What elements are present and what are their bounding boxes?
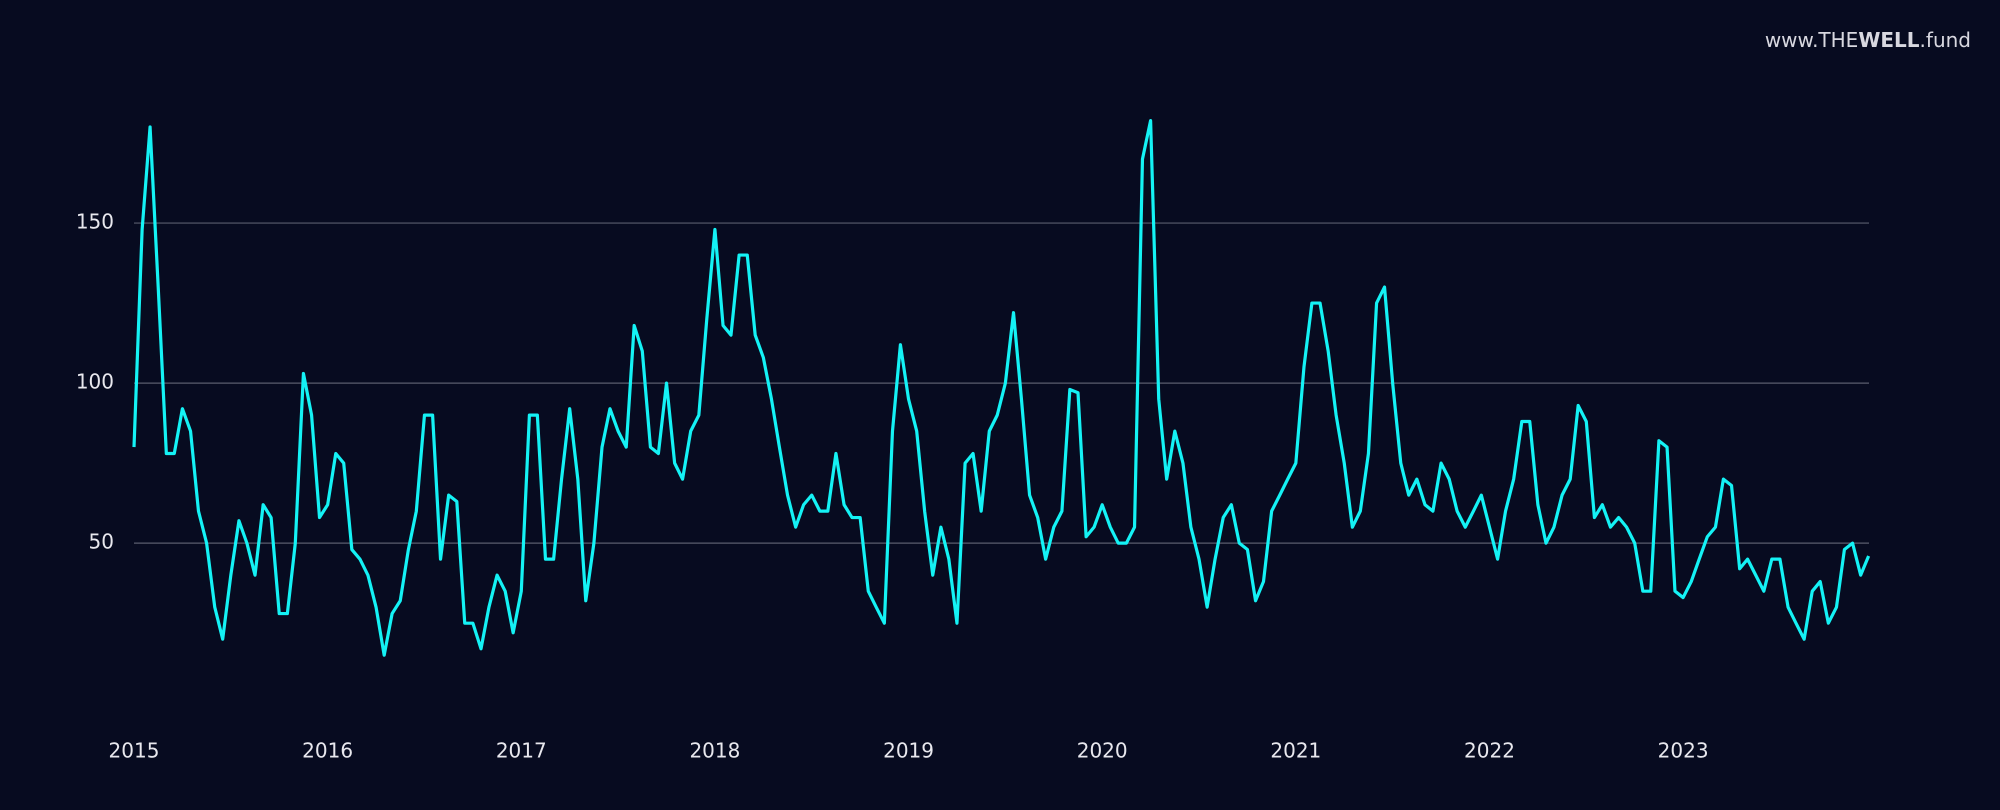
x-tick-label: 2019 bbox=[883, 739, 934, 763]
y-tick-label: 150 bbox=[76, 210, 114, 234]
x-tick-label: 2018 bbox=[689, 739, 740, 763]
series-line bbox=[132, 119, 1871, 657]
x-tick-label: 2020 bbox=[1077, 739, 1128, 763]
y-tick-label: 50 bbox=[89, 530, 114, 554]
x-tick-label: 2022 bbox=[1464, 739, 1515, 763]
x-tick-label: 2016 bbox=[302, 739, 353, 763]
x-tick-label: 2023 bbox=[1658, 739, 1709, 763]
watermark-suffix: .fund bbox=[1920, 28, 1971, 52]
y-tick-label: 100 bbox=[76, 370, 114, 394]
watermark: www.THEWELL.fund bbox=[1765, 28, 1971, 52]
x-tick-label: 2017 bbox=[496, 739, 547, 763]
x-tick-label: 2021 bbox=[1270, 739, 1321, 763]
watermark-prefix: www. bbox=[1765, 28, 1819, 52]
x-tick-label: 2015 bbox=[109, 739, 160, 763]
watermark-brand-bold: WELL bbox=[1858, 28, 1919, 52]
watermark-brand-light: THE bbox=[1817, 28, 1858, 52]
